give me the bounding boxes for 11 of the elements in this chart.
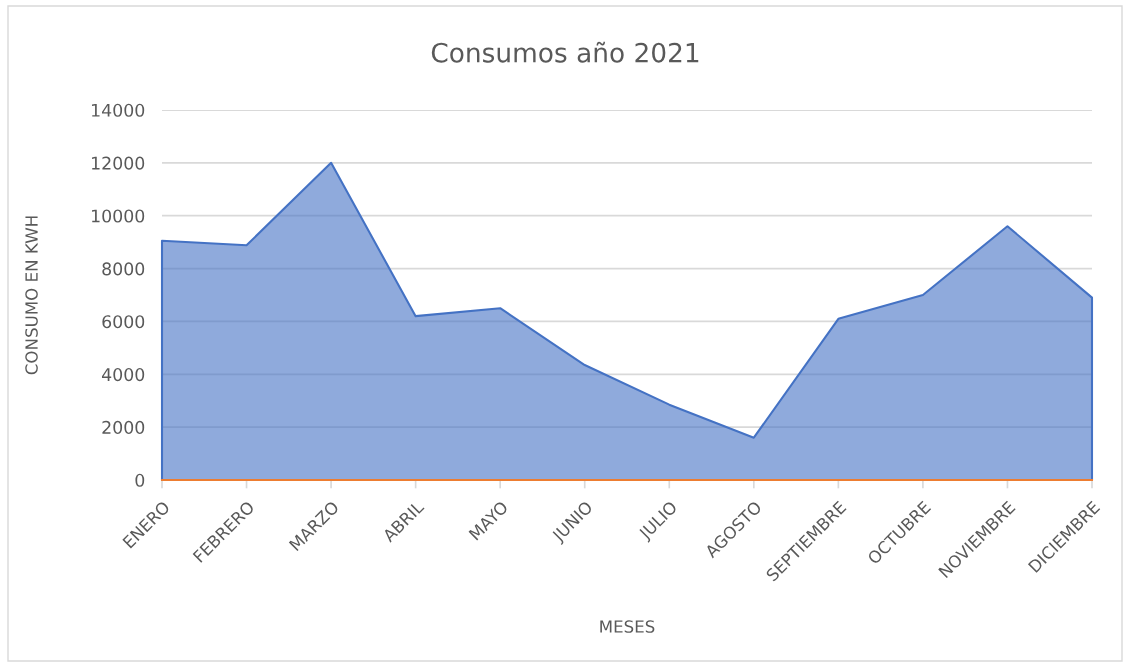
y-tick-label: 2000 <box>102 420 145 434</box>
y-tick-label: 6000 <box>102 315 145 329</box>
y-tick-label: 12000 <box>92 156 145 170</box>
y-tick-label: 4000 <box>102 368 145 382</box>
chart-title: Consumos año 2021 <box>431 41 699 63</box>
x-axis-title: MESES <box>600 620 655 633</box>
y-tick-label: 8000 <box>102 262 145 276</box>
y-axis-title: CONSUMO EN KWH <box>25 216 38 375</box>
y-tick-label: 0 <box>135 473 145 487</box>
y-tick-label: 14000 <box>92 103 145 117</box>
y-tick-label: 10000 <box>92 209 145 223</box>
